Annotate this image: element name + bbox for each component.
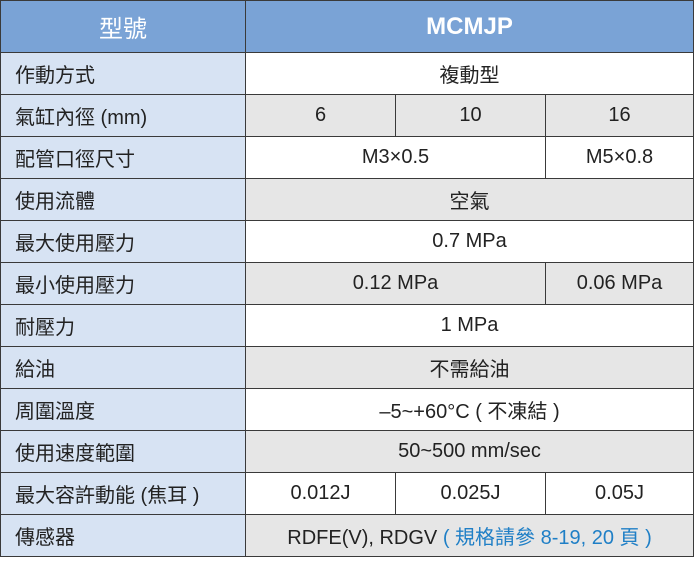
row-label: 最小使用壓力: [0, 262, 246, 305]
row-value: 0.012J: [245, 472, 396, 515]
table-row: 給油 不需給油: [0, 346, 694, 389]
row-value: 50~500 mm/sec: [244, 430, 694, 473]
table-row: 使用流體 空氣: [0, 178, 694, 221]
row-label: 使用流體: [0, 178, 246, 221]
header-model: MCMJP: [244, 0, 694, 53]
value-text: 16: [608, 104, 631, 126]
row-label: 傳感器: [0, 514, 246, 557]
value-text: M3×0.5: [361, 146, 430, 168]
value-text: 0.012J: [290, 482, 351, 504]
reference-note: ( 規格請參 8-19, 20 頁 ): [442, 527, 652, 549]
value-text: RDFE(V), RDGV: [287, 527, 443, 549]
value-text: 0.12 MPa: [352, 272, 439, 294]
value-text: 6: [314, 104, 327, 126]
row-value: 1 MPa: [244, 304, 694, 347]
row-value: 0.05J: [544, 472, 694, 515]
table-row: 使用速度範圍 50~500 mm/sec: [0, 430, 694, 473]
value-text: 複動型: [439, 65, 500, 87]
row-value: 10: [395, 94, 546, 137]
row-label: 氣缸內徑 (mm): [0, 94, 246, 137]
value-text: 1 MPa: [440, 314, 499, 336]
value-text: 50~500 mm/sec: [398, 440, 541, 462]
row-label: 作動方式: [0, 52, 246, 95]
table-row: 最小使用壓力 0.12 MPa 0.06 MPa: [0, 262, 694, 305]
row-value: 0.12 MPa: [245, 262, 546, 305]
value-text: M5×0.8: [585, 146, 654, 168]
value-text: 空氣: [449, 191, 490, 213]
value-text: 10: [459, 104, 482, 126]
row-value: 複動型: [244, 52, 694, 95]
row-value: 0.025J: [395, 472, 546, 515]
row-value: 不需給油: [244, 346, 694, 389]
row-label: 最大使用壓力: [0, 220, 246, 263]
value-text: 0.025J: [440, 482, 501, 504]
table-row: 配管口徑尺寸 M3×0.5 M5×0.8: [0, 136, 694, 179]
value-text: 0.06 MPa: [576, 272, 663, 294]
table-row: 最大容許動能 (焦耳 ) 0.012J 0.025J 0.05J: [0, 472, 694, 515]
row-value: RDFE(V), RDGV ( 規格請參 8-19, 20 頁 ): [244, 514, 694, 557]
row-value: 6: [245, 94, 396, 137]
value-text: 不需給油: [429, 359, 510, 381]
row-label: 使用速度範圍: [0, 430, 246, 473]
row-label: 耐壓力: [0, 304, 246, 347]
row-value: 0.06 MPa: [544, 262, 694, 305]
table-row: 周圍溫度 –5~+60°C ( 不凍結 ): [0, 388, 694, 431]
table-row: 氣缸內徑 (mm) 6 10 16: [0, 94, 694, 137]
row-label: 給油: [0, 346, 246, 389]
table-row: 傳感器 RDFE(V), RDGV ( 規格請參 8-19, 20 頁 ): [0, 514, 694, 557]
row-value: 0.7 MPa: [244, 220, 694, 263]
row-label: 最大容許動能 (焦耳 ): [0, 472, 246, 515]
row-label: 周圍溫度: [0, 388, 246, 431]
row-value: M3×0.5: [245, 136, 546, 179]
table-row: 作動方式 複動型: [0, 52, 694, 95]
row-label: 配管口徑尺寸: [0, 136, 246, 179]
value-text: 0.7 MPa: [432, 230, 507, 252]
table-row: 最大使用壓力 0.7 MPa: [0, 220, 694, 263]
header-row: 型號 MCMJP: [0, 0, 694, 53]
header-label: 型號: [0, 0, 246, 53]
row-value: 16: [544, 94, 694, 137]
row-value: –5~+60°C ( 不凍結 ): [244, 388, 694, 431]
value-text: –5~+60°C ( 不凍結 ): [379, 401, 560, 423]
row-value: M5×0.8: [544, 136, 694, 179]
table-row: 耐壓力 1 MPa: [0, 304, 694, 347]
value-text: 0.05J: [595, 482, 644, 504]
row-value: 空氣: [244, 178, 694, 221]
